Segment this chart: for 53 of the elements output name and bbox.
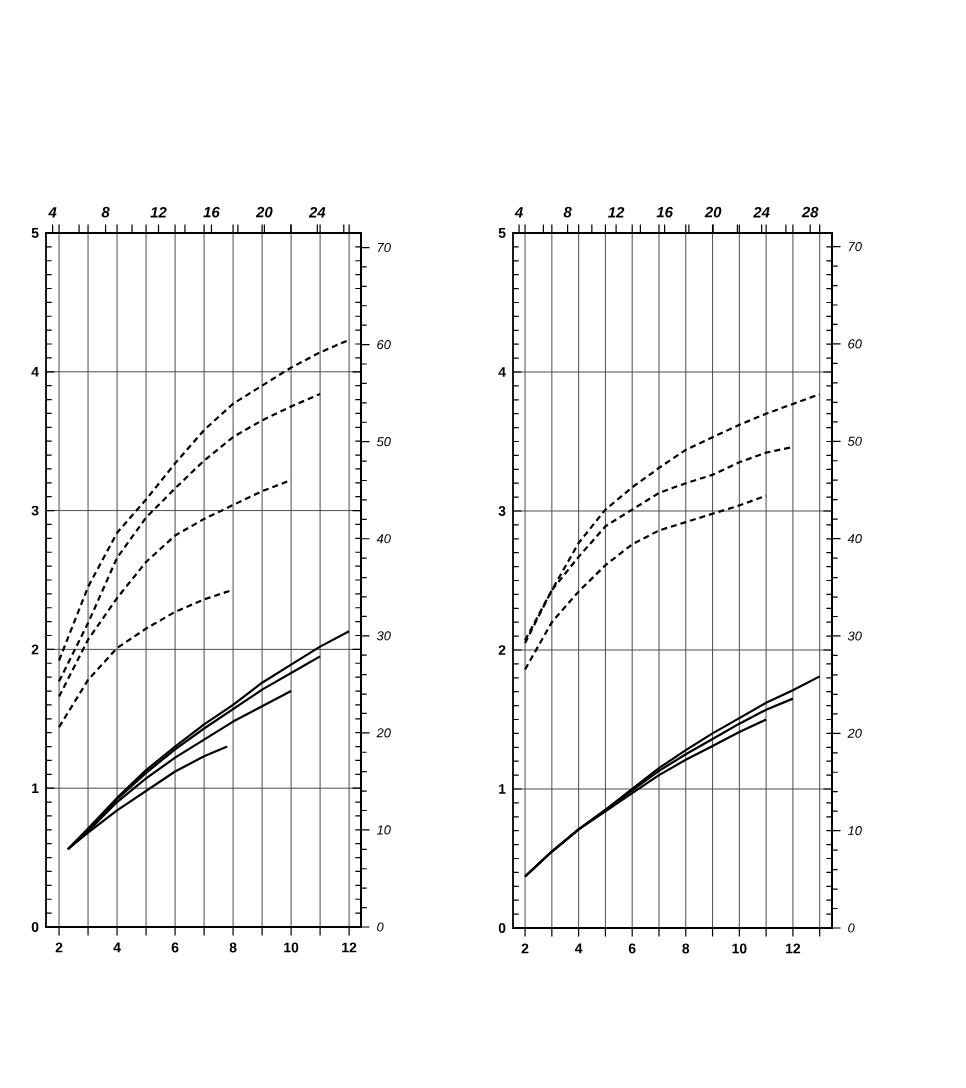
y2-tick-label: 0 — [848, 923, 855, 933]
x2-tick-label: 4 — [514, 207, 523, 218]
x2-tick-label: 28 — [801, 206, 819, 218]
y-tick-label: 2 — [31, 644, 39, 655]
x-tick-label: 2 — [55, 942, 63, 953]
x2-tick-label: 16 — [656, 206, 673, 218]
x2-tick-label: 12 — [608, 206, 625, 218]
y-tick-label: 0 — [498, 923, 506, 933]
y2-tick-label: 30 — [847, 631, 862, 641]
x2-tick-label: 12 — [150, 206, 167, 218]
x2-tick-label: 4 — [48, 207, 57, 218]
y2-tick-label: 40 — [376, 534, 391, 544]
y2-tick-label: 60 — [377, 340, 391, 350]
y2-tick-label: 40 — [847, 534, 862, 544]
x2-tick-label: 20 — [704, 206, 722, 218]
y-tick-label: 5 — [498, 228, 506, 238]
y2-tick-label: 20 — [847, 728, 862, 738]
y-tick-label: 2 — [498, 645, 506, 655]
y-tick-label: 1 — [32, 783, 39, 793]
y2-tick-label: 10 — [376, 825, 391, 835]
y-tick-label: 5 — [31, 228, 39, 238]
y-tick-label: 4 — [31, 366, 39, 377]
x-tick-label: 12 — [342, 942, 357, 953]
y2-tick-label: 20 — [376, 728, 391, 738]
y2-tick-label: 0 — [377, 922, 384, 932]
y-tick-label: 1 — [499, 784, 506, 794]
x2-tick-label: 24 — [308, 206, 326, 218]
x-tick-label: 4 — [574, 943, 583, 954]
y-tick-label: 3 — [498, 506, 506, 516]
y2-tick-label: 10 — [847, 826, 862, 836]
x2-tick-label: 20 — [255, 206, 273, 218]
x2-tick-label: 8 — [101, 206, 110, 218]
x-tick-label: 10 — [284, 942, 299, 953]
x2-tick-label: 8 — [563, 206, 572, 218]
x-tick-label: 10 — [732, 943, 747, 954]
x-tick-label: 12 — [786, 943, 801, 954]
x-tick-label: 4 — [113, 942, 121, 953]
x-tick-label: 2 — [521, 943, 529, 954]
y-tick-label: 0 — [31, 922, 39, 932]
y2-tick-label: 50 — [847, 436, 862, 446]
x-tick-label: 8 — [229, 942, 237, 953]
y2-tick-label: 50 — [376, 437, 391, 447]
y-tick-label: 4 — [498, 367, 506, 377]
x-tick-label: 6 — [628, 943, 636, 954]
x-tick-label: 8 — [682, 943, 690, 954]
y2-tick-label: 60 — [848, 339, 862, 349]
x2-tick-label: 24 — [753, 206, 770, 218]
y2-tick-label: 30 — [376, 631, 391, 641]
y-tick-label: 3 — [31, 505, 39, 516]
y2-tick-label: 70 — [377, 242, 391, 253]
x-tick-label: 6 — [171, 942, 179, 953]
x2-tick-label: 16 — [203, 206, 220, 218]
y2-tick-label: 70 — [848, 242, 862, 252]
